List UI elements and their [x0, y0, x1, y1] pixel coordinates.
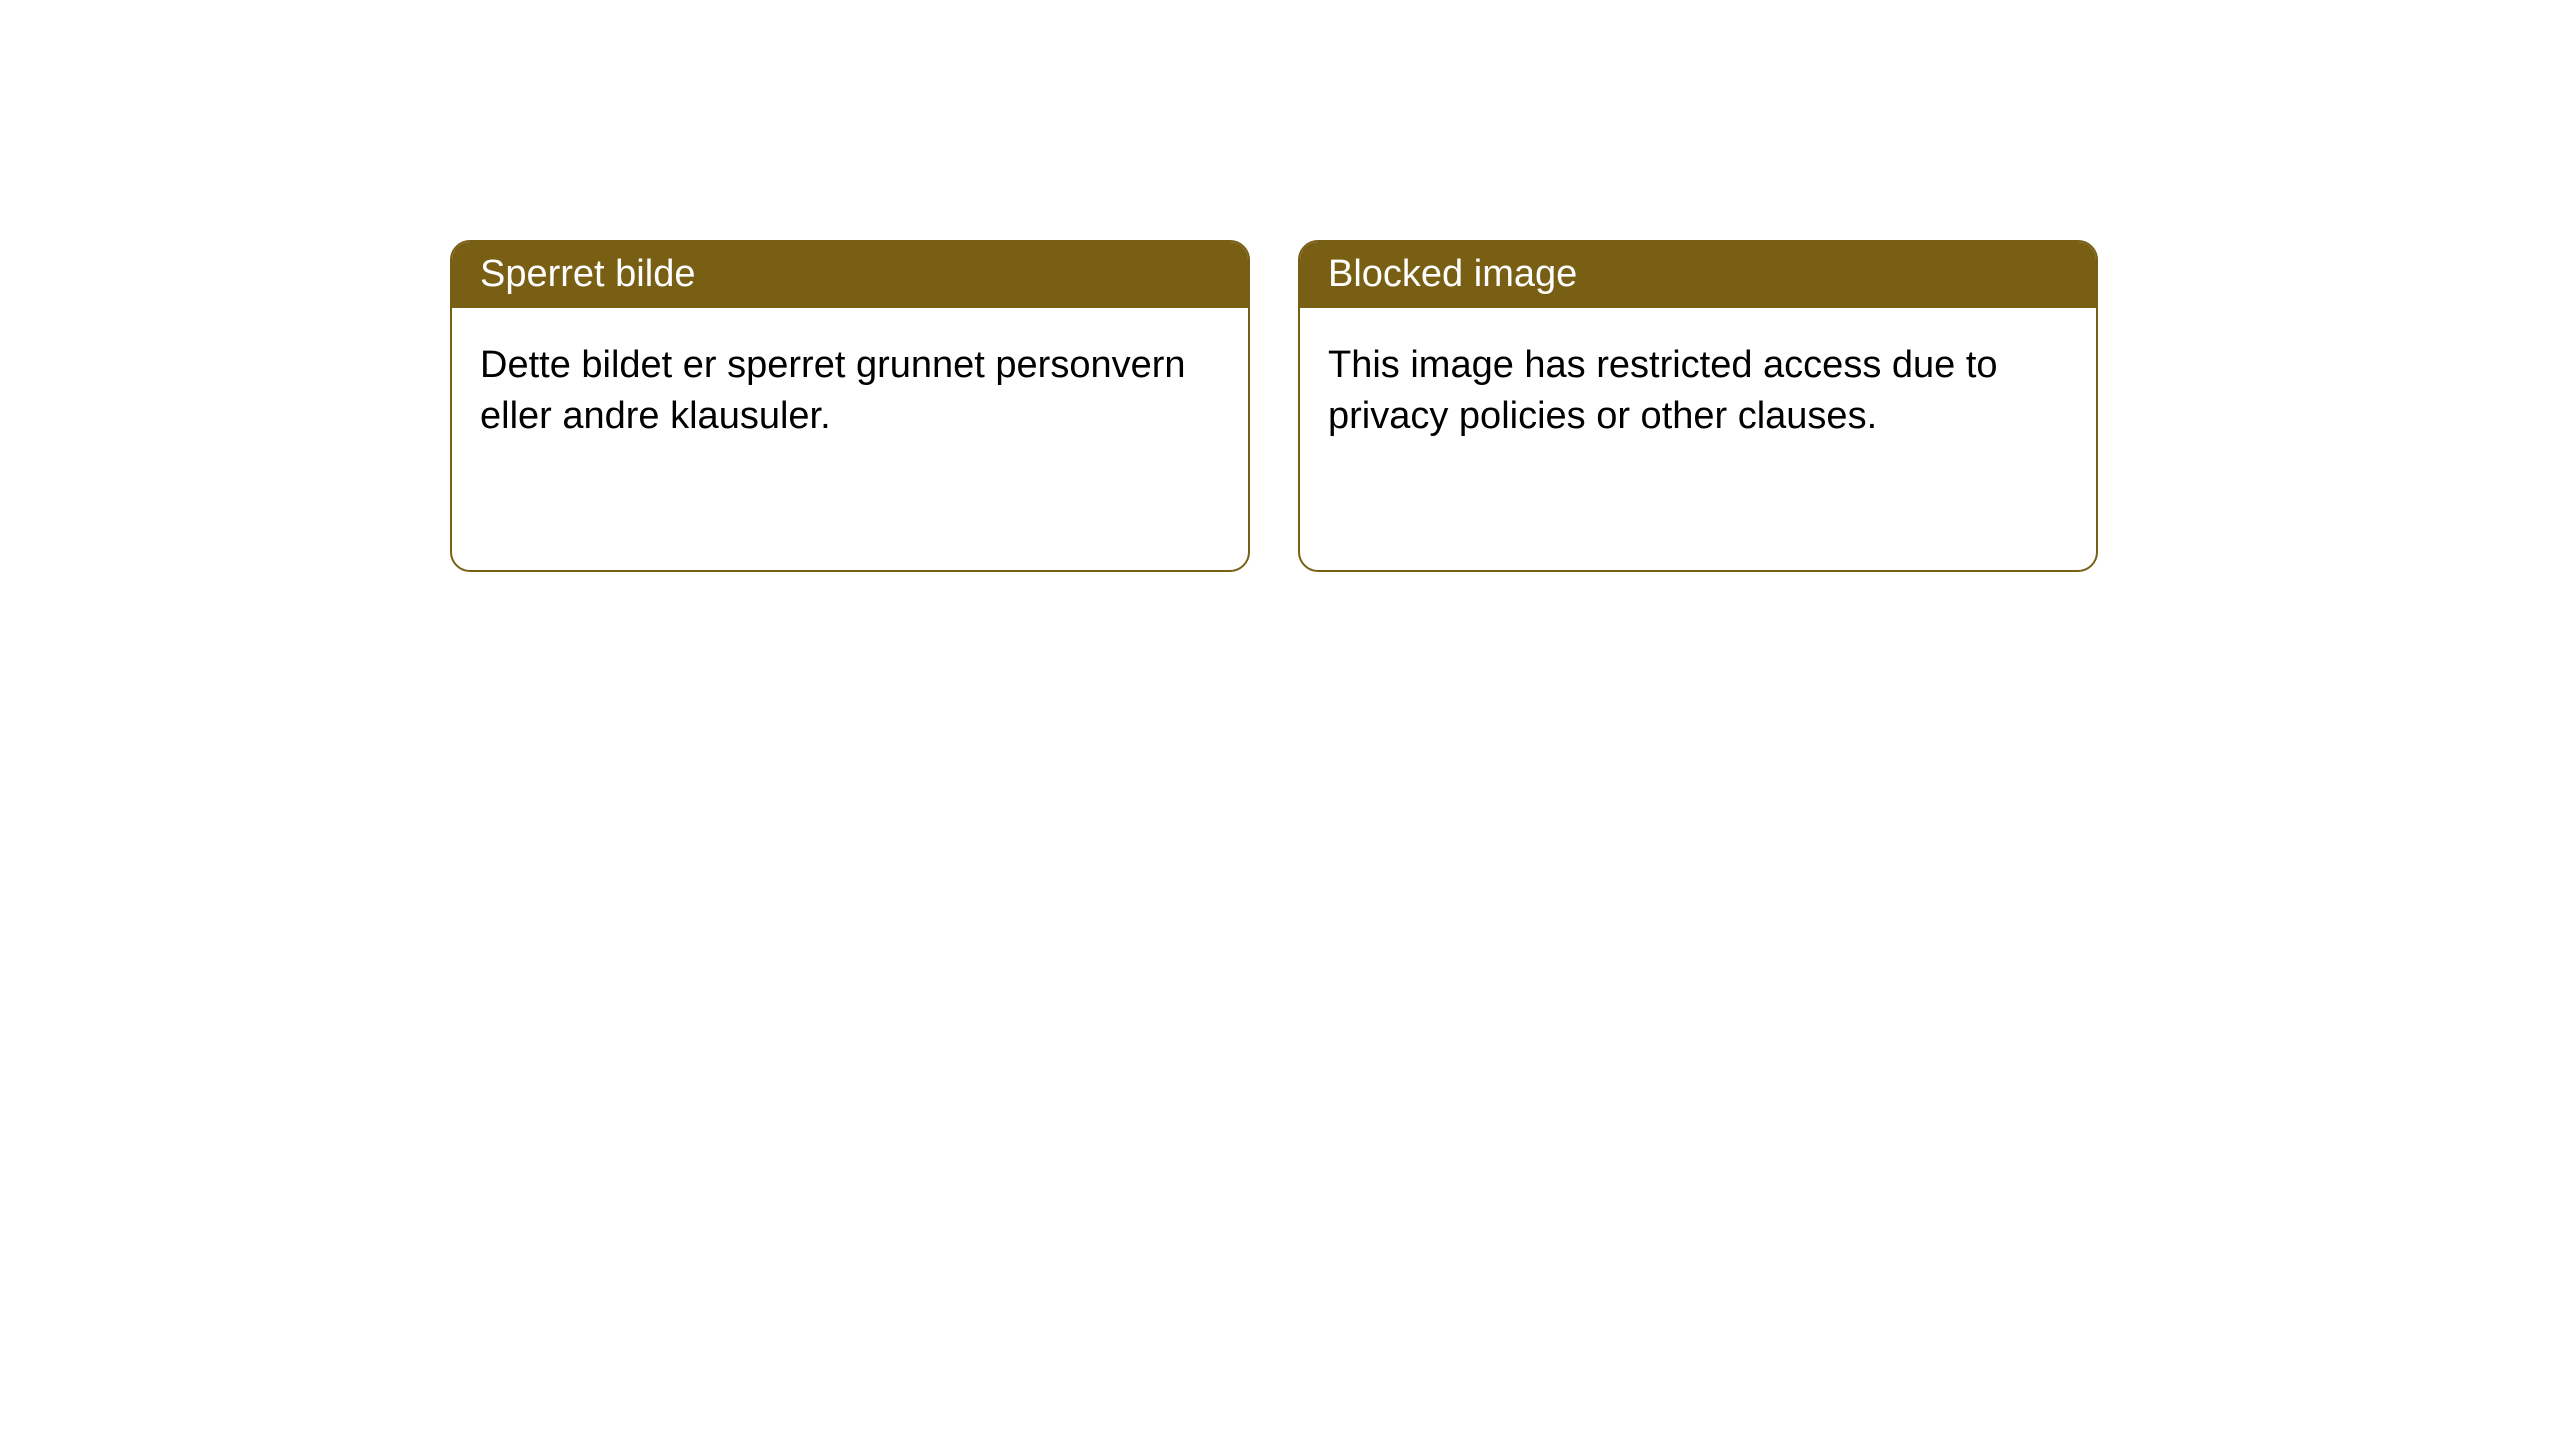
notice-body: Dette bildet er sperret grunnet personve…	[452, 308, 1248, 475]
notice-card-norwegian: Sperret bilde Dette bildet er sperret gr…	[450, 240, 1250, 572]
notice-body: This image has restricted access due to …	[1300, 308, 2096, 475]
notice-title: Blocked image	[1300, 242, 2096, 308]
notice-title: Sperret bilde	[452, 242, 1248, 308]
notice-container: Sperret bilde Dette bildet er sperret gr…	[0, 0, 2560, 572]
notice-card-english: Blocked image This image has restricted …	[1298, 240, 2098, 572]
